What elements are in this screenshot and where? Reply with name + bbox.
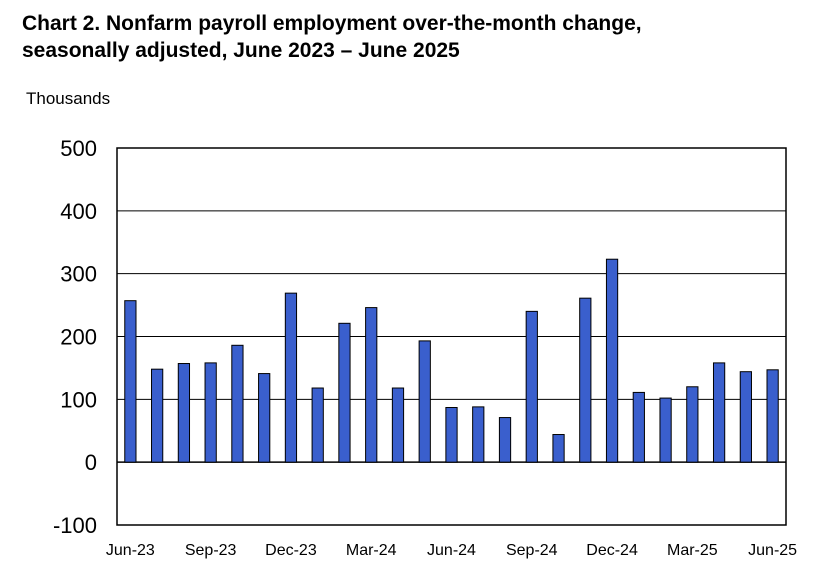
y-tick-label: 500 [60,136,97,161]
bar [311,387,324,463]
x-tick-label: Sep-23 [185,542,237,559]
bar [338,322,351,463]
x-tick-label: Jun-24 [427,542,476,559]
y-tick-label: 200 [60,325,97,350]
chart-title: Chart 2. Nonfarm payroll employment over… [22,10,812,64]
bar [151,368,164,463]
x-tick-label: Jun-23 [106,542,155,559]
bar [659,397,672,463]
bar [418,340,431,463]
x-tick-label: Jun-25 [748,542,797,559]
bar [552,434,565,463]
bar [472,406,485,463]
y-tick-label: 0 [85,450,97,475]
bar [177,363,191,463]
bar [525,310,538,463]
y-tick-label: 300 [60,262,97,287]
y-axis-unit-label: Thousands [26,89,111,108]
bar [712,362,726,463]
x-tick-label: Mar-24 [346,542,397,559]
x-tick-label: Dec-23 [265,542,317,559]
chart-title-line-2: seasonally adjusted, June 2023 – June 20… [22,39,460,62]
y-axis-ticks: -100 0 100 200 300 400 500 [53,136,97,538]
plot-frame [116,147,787,526]
bar [258,373,271,463]
x-tick-label: Dec-24 [586,542,638,559]
bar [605,258,619,463]
bar [231,344,244,463]
y-tick-label: -100 [53,513,97,538]
x-tick-label: Mar-25 [667,542,718,559]
x-axis-ticks: Jun-23 Sep-23 Dec-23 Mar-24 Jun-24 Sep-24 Dec-… [106,542,797,559]
bar [579,297,592,463]
bar [204,362,217,463]
bar [686,386,699,463]
bar [365,307,378,463]
bar [498,417,512,463]
bar [766,369,779,463]
bar [445,407,458,463]
y-tick-label: 100 [60,387,97,412]
bar [284,292,298,463]
bar [391,387,405,463]
bar [124,300,137,463]
bars [124,258,779,463]
bar [632,391,645,463]
chart-title-line-1: Chart 2. Nonfarm payroll employment over… [22,12,642,35]
x-tick-label: Sep-24 [506,542,558,559]
y-tick-label: 400 [60,199,97,224]
bar [739,371,752,463]
